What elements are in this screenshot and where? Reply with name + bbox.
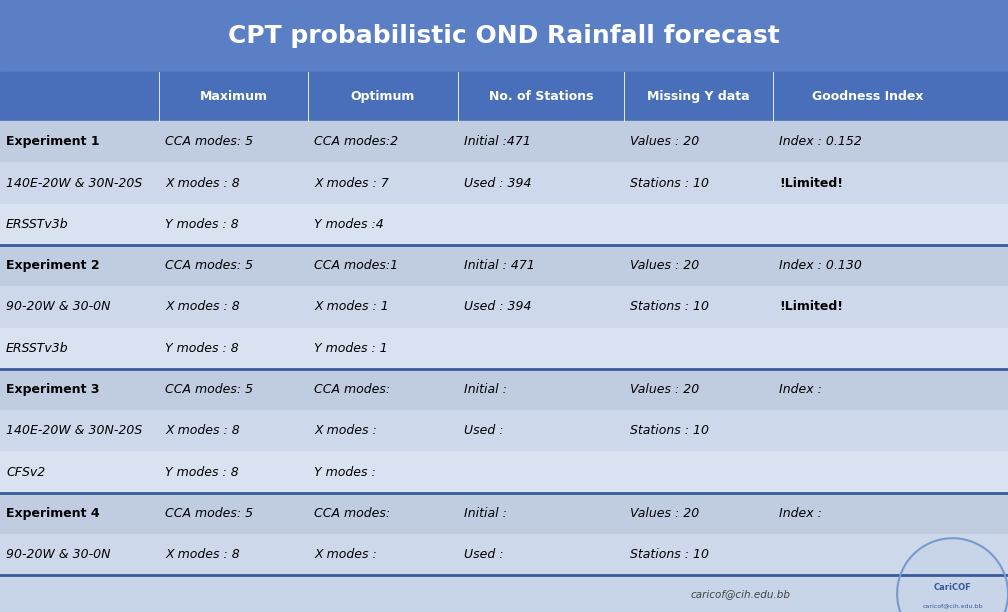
Text: Values : 20: Values : 20 — [630, 507, 700, 520]
Bar — [0, 286, 1008, 327]
Bar — [0, 162, 1008, 204]
Text: 140E-20W & 30N-20S: 140E-20W & 30N-20S — [6, 424, 142, 438]
Text: X modes : 8: X modes : 8 — [165, 177, 240, 190]
Bar — [0, 452, 1008, 493]
Bar — [0, 72, 1008, 121]
Bar — [0, 245, 1008, 286]
Text: !Limited!: !Limited! — [779, 300, 843, 313]
Text: CCA modes: 5: CCA modes: 5 — [165, 383, 253, 396]
Text: X modes : 1: X modes : 1 — [314, 300, 389, 313]
Text: X modes : 7: X modes : 7 — [314, 177, 389, 190]
Text: Missing Y data: Missing Y data — [647, 90, 750, 103]
Text: ERSSTv3b: ERSSTv3b — [6, 218, 69, 231]
Bar — [0, 204, 1008, 245]
Text: CCA modes: 5: CCA modes: 5 — [165, 507, 253, 520]
Bar — [0, 327, 1008, 369]
Text: CCA modes:2: CCA modes:2 — [314, 135, 398, 148]
Text: Experiment 2: Experiment 2 — [6, 259, 100, 272]
Text: Goodness Index: Goodness Index — [812, 90, 923, 103]
Text: CCA modes:: CCA modes: — [314, 383, 391, 396]
Text: Stations : 10: Stations : 10 — [630, 548, 709, 561]
Text: CCA modes:1: CCA modes:1 — [314, 259, 398, 272]
Text: !Limited!: !Limited! — [779, 177, 843, 190]
Text: Used :: Used : — [464, 548, 503, 561]
Text: Experiment 3: Experiment 3 — [6, 383, 100, 396]
Bar — [0, 0, 1008, 72]
Text: Used :: Used : — [464, 424, 503, 438]
Text: Index :: Index : — [779, 507, 823, 520]
Text: CCA modes:: CCA modes: — [314, 507, 391, 520]
Text: Y modes :: Y modes : — [314, 466, 376, 479]
Text: CariCOF: CariCOF — [933, 583, 972, 592]
Text: Index : 0.152: Index : 0.152 — [779, 135, 862, 148]
Text: caricof@cih.edu.bb: caricof@cih.edu.bb — [690, 589, 791, 599]
Text: 140E-20W & 30N-20S: 140E-20W & 30N-20S — [6, 177, 142, 190]
Text: Y modes : 8: Y modes : 8 — [165, 218, 239, 231]
Text: Y modes : 1: Y modes : 1 — [314, 341, 388, 355]
Text: X modes :: X modes : — [314, 548, 377, 561]
Bar — [0, 121, 1008, 162]
Text: Initial :: Initial : — [464, 507, 507, 520]
Bar — [0, 534, 1008, 575]
Text: X modes : 8: X modes : 8 — [165, 424, 240, 438]
Text: ERSSTv3b: ERSSTv3b — [6, 341, 69, 355]
Text: Optimum: Optimum — [351, 90, 415, 103]
Text: CCA modes: 5: CCA modes: 5 — [165, 135, 253, 148]
Bar — [0, 493, 1008, 534]
Text: Experiment 1: Experiment 1 — [6, 135, 100, 148]
Text: Used : 394: Used : 394 — [464, 177, 531, 190]
Text: Stations : 10: Stations : 10 — [630, 177, 709, 190]
Text: X modes : 8: X modes : 8 — [165, 548, 240, 561]
Text: Index : 0.130: Index : 0.130 — [779, 259, 862, 272]
Text: Y modes : 8: Y modes : 8 — [165, 341, 239, 355]
Text: Initial : 471: Initial : 471 — [464, 259, 534, 272]
Text: X modes : 8: X modes : 8 — [165, 300, 240, 313]
Text: Experiment 4: Experiment 4 — [6, 507, 100, 520]
Text: Used : 394: Used : 394 — [464, 300, 531, 313]
Text: Stations : 10: Stations : 10 — [630, 300, 709, 313]
Bar — [0, 410, 1008, 452]
Bar — [0, 369, 1008, 410]
Text: Values : 20: Values : 20 — [630, 383, 700, 396]
Text: CPT probabilistic OND Rainfall forecast: CPT probabilistic OND Rainfall forecast — [228, 24, 780, 48]
Text: CCA modes: 5: CCA modes: 5 — [165, 259, 253, 272]
Text: Y modes :4: Y modes :4 — [314, 218, 384, 231]
Text: 90-20W & 30-0N: 90-20W & 30-0N — [6, 548, 111, 561]
Text: Stations : 10: Stations : 10 — [630, 424, 709, 438]
Text: X modes :: X modes : — [314, 424, 377, 438]
Text: Initial :: Initial : — [464, 383, 507, 396]
Text: Maximum: Maximum — [200, 90, 268, 103]
Polygon shape — [897, 538, 1008, 612]
Text: caricof@cih.edu.bb: caricof@cih.edu.bb — [922, 603, 983, 608]
Text: Initial :471: Initial :471 — [464, 135, 530, 148]
Text: CFSv2: CFSv2 — [6, 466, 45, 479]
Text: Values : 20: Values : 20 — [630, 259, 700, 272]
Text: Values : 20: Values : 20 — [630, 135, 700, 148]
Text: 90-20W & 30-0N: 90-20W & 30-0N — [6, 300, 111, 313]
Text: Index :: Index : — [779, 383, 823, 396]
Text: Y modes : 8: Y modes : 8 — [165, 466, 239, 479]
Text: No. of Stations: No. of Stations — [489, 90, 593, 103]
